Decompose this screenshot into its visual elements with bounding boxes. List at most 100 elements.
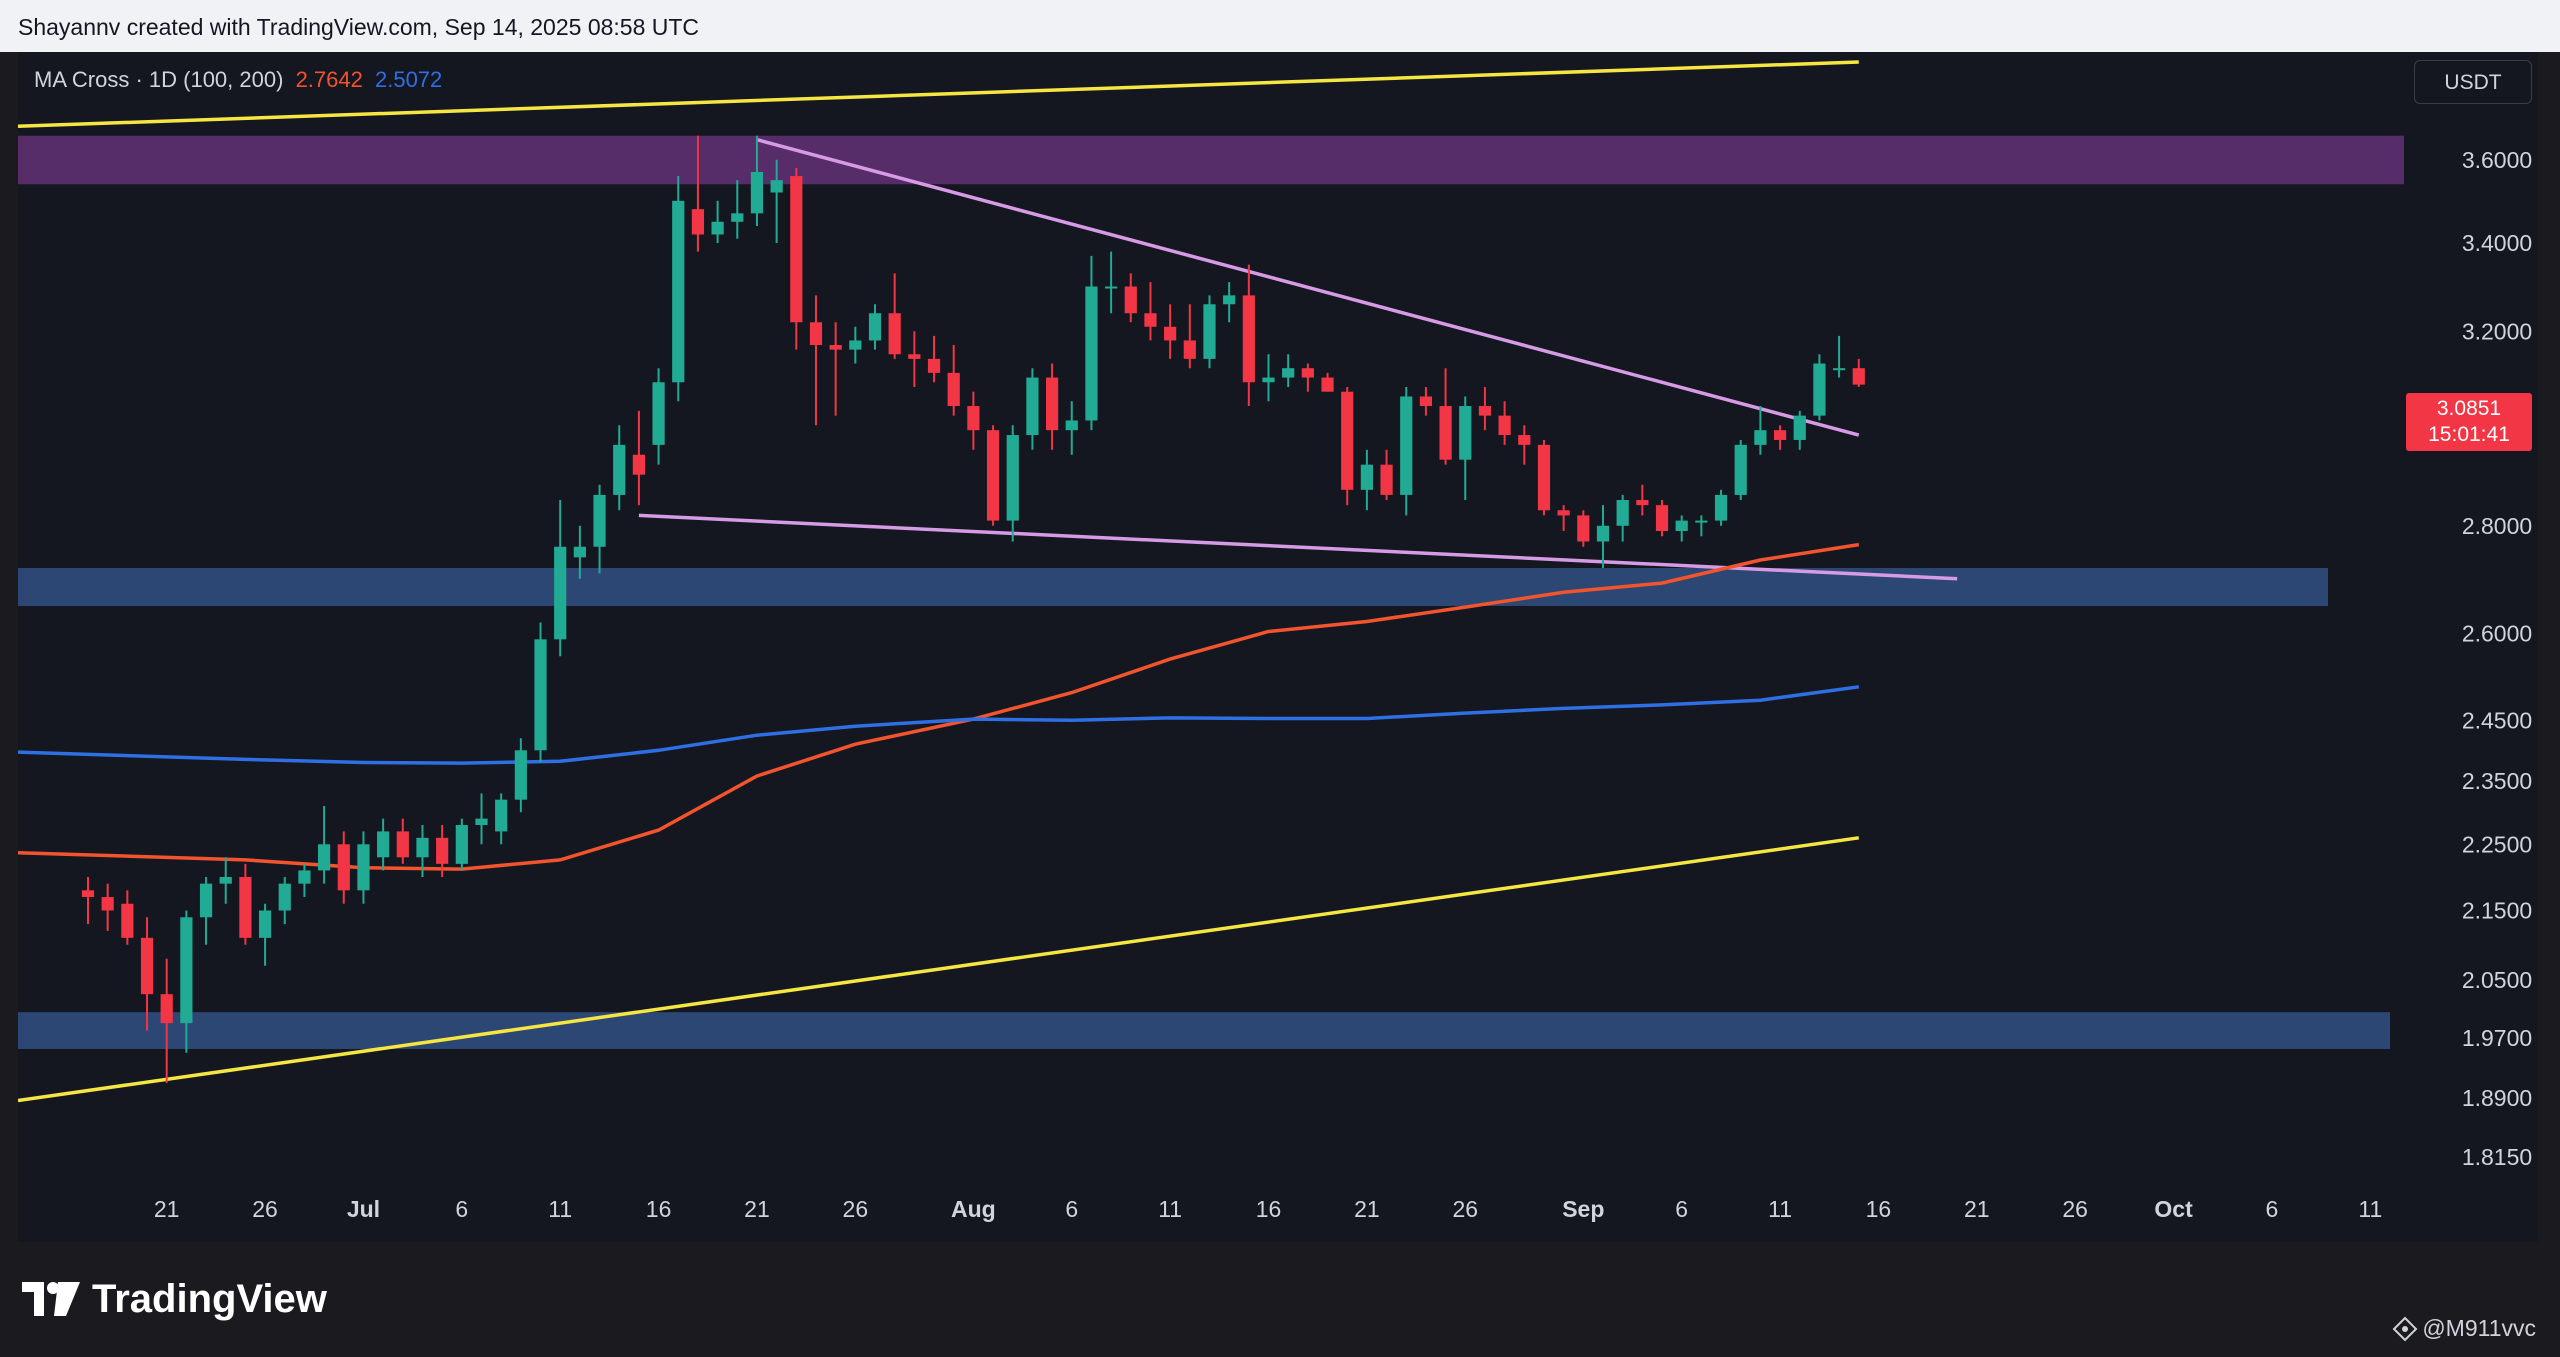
date-tick-label: Aug	[951, 1196, 996, 1222]
candle-body	[1164, 326, 1177, 341]
candle-body	[829, 345, 842, 350]
candle	[1360, 449, 1373, 511]
candle	[121, 890, 134, 945]
candle-body	[947, 372, 960, 407]
candle-body	[1518, 435, 1531, 445]
tradingview-logo-icon	[22, 1282, 80, 1316]
candle-body	[809, 322, 823, 346]
candle-body	[652, 382, 665, 445]
candle-body	[298, 870, 311, 884]
watermark-icon	[2392, 1316, 2418, 1341]
price-tick-label: 3.2000	[2462, 318, 2532, 344]
candle-body	[1616, 500, 1629, 526]
candle-body	[1478, 406, 1492, 416]
candle-body	[1655, 505, 1669, 532]
date-tick-label: 6	[1065, 1196, 1078, 1222]
candle	[770, 159, 783, 244]
wedge-lower-line	[638, 513, 1958, 581]
candle-body	[1085, 286, 1098, 421]
candle-body	[1223, 295, 1236, 305]
candle-body	[1537, 444, 1551, 511]
candle-body	[1105, 286, 1118, 289]
candle-body	[1321, 377, 1334, 392]
indicator-legend[interactable]: MA Cross · 1D (100, 200) 2.7642 2.5072	[34, 67, 448, 93]
candle	[1124, 273, 1137, 323]
candle	[554, 500, 567, 657]
candle	[1065, 401, 1078, 455]
candle	[1419, 386, 1433, 416]
candle-body	[81, 890, 95, 898]
candle-body	[1144, 313, 1157, 327]
candle-body	[1065, 420, 1078, 431]
candle-body	[1832, 368, 1846, 371]
price-tick-label: 1.9700	[2462, 1025, 2532, 1051]
candle-body	[1675, 520, 1688, 532]
candle	[1223, 282, 1236, 323]
candle-body	[436, 837, 449, 864]
candle	[888, 273, 901, 359]
candle	[1164, 304, 1177, 359]
candle-body	[180, 917, 193, 1024]
price-tick-label: 2.6000	[2462, 621, 2532, 647]
candle-body	[1341, 391, 1354, 490]
candle	[514, 738, 527, 813]
ma200-value: 2.5072	[374, 67, 443, 92]
candle-body	[1419, 396, 1433, 407]
date-tick-label: 26	[1452, 1196, 1478, 1222]
candle	[1203, 295, 1216, 369]
candle	[140, 917, 154, 1031]
candle	[534, 622, 547, 763]
candle	[1085, 255, 1098, 431]
candle	[436, 824, 449, 878]
candle-body	[908, 354, 921, 359]
attribution-bar: Shayannv created with TradingView.com, S…	[0, 0, 2560, 52]
candle	[1183, 304, 1196, 369]
candle-body	[593, 494, 606, 547]
candle	[790, 167, 803, 350]
candle-body	[1380, 464, 1393, 495]
date-tick-label: 6	[455, 1196, 468, 1222]
candle	[1498, 401, 1511, 445]
currency-button[interactable]: USDT	[2414, 60, 2532, 104]
candle-body	[554, 546, 567, 640]
candle	[1242, 264, 1255, 407]
candle	[475, 793, 488, 845]
price-tick-label: 2.3500	[2462, 768, 2532, 794]
candle-body	[278, 883, 291, 911]
candle	[809, 295, 823, 426]
candle-body	[1714, 494, 1728, 521]
candle-body	[632, 454, 646, 475]
candle-body	[868, 313, 882, 341]
candle	[632, 410, 646, 506]
price-chart[interactable]: 3.80003.60003.40003.20003.00002.80002.60…	[18, 52, 2538, 1242]
price-tick-label: 1.8150	[2462, 1144, 2532, 1170]
tradingview-logo-text: TradingView	[92, 1276, 327, 1321]
candle-body	[514, 750, 527, 800]
date-tick-label: 11	[2358, 1196, 2382, 1222]
tradingview-logo[interactable]: TradingView	[22, 1275, 327, 1323]
candle-body	[1400, 396, 1413, 495]
candle-body	[1813, 363, 1826, 416]
chart-panel[interactable]: 3.80003.60003.40003.20003.00002.80002.60…	[18, 52, 2538, 1242]
candle	[1616, 494, 1629, 542]
candle	[868, 304, 882, 350]
price-tick-label: 3.6000	[2462, 147, 2532, 173]
candle	[908, 331, 921, 387]
candle-body	[337, 844, 350, 891]
candle	[1852, 358, 1865, 387]
candle	[1282, 354, 1295, 387]
date-tick-label: 21	[744, 1196, 770, 1222]
candle	[258, 903, 272, 966]
candle-body	[1773, 430, 1787, 440]
candle	[1144, 282, 1157, 341]
candle-body	[160, 994, 173, 1024]
candle-body	[1026, 377, 1039, 436]
candle-body	[573, 546, 586, 558]
candle	[396, 818, 409, 864]
price-tick-label: 3.4000	[2462, 230, 2532, 256]
date-tick-label: 6	[1675, 1196, 1688, 1222]
candle	[180, 910, 193, 1053]
date-tick-label: 16	[1866, 1196, 1892, 1222]
price-tick-label: 2.2500	[2462, 831, 2532, 857]
candle	[986, 425, 1000, 526]
